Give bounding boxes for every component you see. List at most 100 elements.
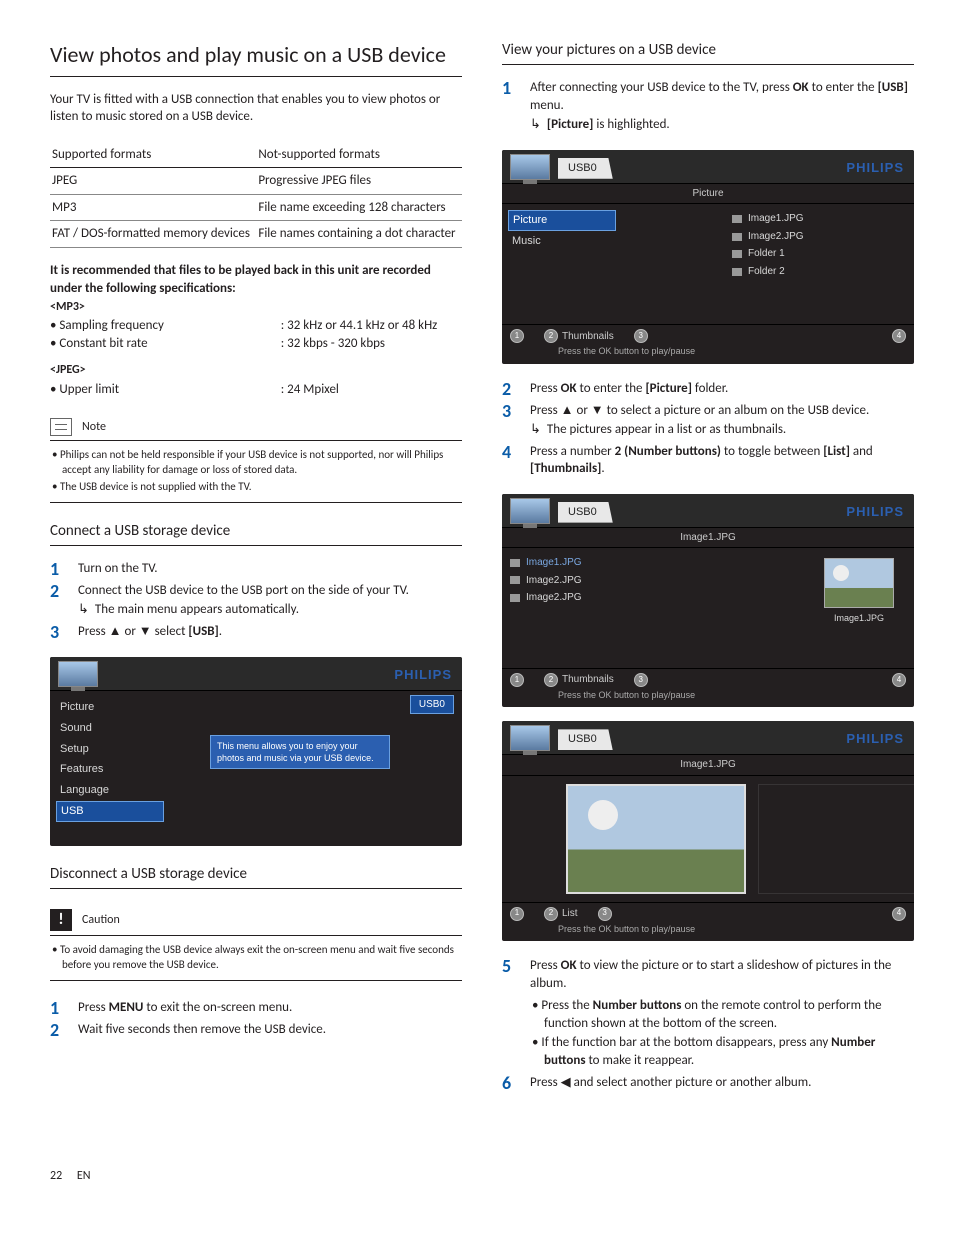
screenshot-image-list: USB0 PHILIPS Image1.JPG Image1.JPG Image…	[502, 494, 914, 708]
color-button-2: 2	[544, 329, 558, 343]
hint-text: Press the OK button to play/pause	[502, 345, 914, 363]
menu-item: Picture	[50, 697, 170, 718]
table-cell: JPEG	[50, 168, 256, 195]
file-icon	[510, 559, 520, 567]
menu-item: Sound	[50, 718, 170, 739]
color-button-4: 4	[892, 329, 906, 343]
breadcrumb-tab: USB0	[558, 158, 613, 179]
breadcrumb-tab: USB0	[558, 729, 613, 750]
step-text: Press ▲ or ▼ to select a picture or an a…	[530, 403, 869, 418]
right-column: View your pictures on a USB device After…	[502, 40, 914, 1108]
step-text: and	[850, 444, 873, 459]
menu-item-selected: Picture	[508, 210, 616, 231]
table-cell: File name exceeding 128 characters	[256, 194, 462, 221]
file-icon	[510, 594, 520, 602]
color-button-1: 1	[510, 907, 524, 921]
view-steps-2: Press OK to enter the [Picture] folder. …	[502, 378, 914, 480]
step-bold: [Picture]	[645, 381, 692, 396]
caution-box: ! Caution To avoid damaging the USB devi…	[50, 905, 462, 981]
note-item: The USB device is not supplied with the …	[52, 479, 460, 496]
note-box: Note Philips can not be held responsible…	[50, 414, 462, 503]
tooltip: This menu allows you to enjoy your photo…	[210, 735, 390, 769]
submenu-item: USB0	[410, 695, 454, 715]
step-text: Press	[78, 1000, 109, 1015]
tv-icon	[510, 154, 550, 180]
image-thumbnail-ghost	[758, 784, 914, 894]
caution-item: To avoid damaging the USB device always …	[52, 942, 460, 974]
color-button-2: 2	[544, 907, 558, 921]
view-pictures-heading: View your pictures on a USB device	[502, 40, 914, 65]
brand-logo: PHILIPS	[846, 503, 904, 521]
step-text: After connecting your USB device to the …	[530, 80, 793, 95]
step-bold: [USB]	[878, 80, 908, 95]
step-text: Press a number	[530, 444, 615, 459]
color-button-3: 3	[634, 329, 648, 343]
disconnect-heading: Disconnect a USB storage device	[50, 864, 462, 889]
color-button-1: 1	[510, 329, 524, 343]
file-icon	[732, 233, 742, 241]
step-result: The main menu appears automatically.	[95, 601, 299, 619]
jpeg-spec-list: Upper limit: 24 Mpixel	[50, 381, 462, 399]
brand-logo: PHILIPS	[846, 159, 904, 177]
left-column: View photos and play music on a USB devi…	[50, 40, 462, 1108]
file-item: Image1.JPG	[748, 212, 804, 226]
step-text: is highlighted.	[593, 117, 669, 132]
main-heading: View photos and play music on a USB devi…	[50, 40, 462, 77]
menu-item-selected: USB	[56, 801, 164, 822]
file-icon	[510, 576, 520, 584]
color-button-2: 2	[544, 673, 558, 687]
step-text: Wait five seconds then remove the USB de…	[78, 1021, 462, 1039]
view-steps-1: After connecting your USB device to the …	[502, 77, 914, 136]
breadcrumb: Picture	[502, 184, 914, 205]
connect-heading: Connect a USB storage device	[50, 521, 462, 546]
formats-table: Supported formats Not-supported formats …	[50, 142, 462, 248]
breadcrumb: Image1.JPG	[502, 755, 914, 776]
button-label: List	[562, 907, 578, 921]
color-button-4: 4	[892, 673, 906, 687]
folder-icon	[732, 250, 742, 258]
screenshot-main-menu: PHILIPS Picture Sound Setup Features Lan…	[50, 657, 462, 846]
step-text: Press ◀ and select another picture or an…	[530, 1074, 914, 1092]
connect-steps: Turn on the TV. Connect the USB device t…	[50, 558, 462, 643]
step-text: to view the picture or to start a slides…	[530, 958, 891, 991]
table-cell: File names containing a dot character	[256, 221, 462, 248]
menu-item: Language	[50, 780, 170, 801]
brand-logo: PHILIPS	[394, 666, 452, 684]
file-item: Folder 2	[748, 265, 785, 279]
step-text: Press	[530, 381, 561, 396]
table-cell: Progressive JPEG files	[256, 168, 462, 195]
brand-logo: PHILIPS	[846, 730, 904, 748]
step-text: to enter the	[577, 381, 646, 396]
table-head-supported: Supported formats	[50, 142, 256, 168]
step-text: to enter the	[809, 80, 878, 95]
mp3-label: <MP3>	[50, 299, 462, 315]
table-cell: FAT / DOS-formatted memory devices	[50, 221, 256, 248]
step-bold: MENU	[109, 1000, 144, 1015]
step-bold: [Thumbnails]	[530, 461, 601, 476]
step-text: Press ▲ or ▼ select	[78, 624, 188, 639]
step-bold: OK	[561, 958, 577, 973]
color-button-4: 4	[892, 907, 906, 921]
tv-icon	[58, 661, 98, 687]
table-cell: MP3	[50, 194, 256, 221]
button-label: Thumbnails	[562, 330, 614, 344]
file-item: Image2.JPG	[748, 230, 804, 244]
spec-val: : 24 Mpixel	[281, 381, 339, 399]
image-thumbnail-large	[566, 784, 746, 894]
file-item-selected: Image1.JPG	[526, 556, 582, 570]
mp3-spec-list: Sampling frequency: 32 kHz or 44.1 kHz o…	[50, 317, 462, 352]
caution-icon: !	[50, 909, 72, 931]
folder-icon	[732, 268, 742, 276]
spec-key: Constant bit rate	[50, 335, 281, 353]
view-steps-3: Press OK to view the picture or to start…	[502, 955, 914, 1094]
note-item: Philips can not be held responsible if y…	[52, 447, 460, 479]
thumbnail-label: Image1.JPG	[810, 612, 908, 624]
step-text: .	[219, 624, 222, 639]
step-bold: OK	[793, 80, 809, 95]
page-number: 22	[50, 1169, 62, 1183]
file-item: Folder 1	[748, 247, 785, 261]
tv-icon	[510, 725, 550, 751]
substep-text: Press the	[541, 998, 592, 1013]
table-head-notsupported: Not-supported formats	[256, 142, 462, 168]
hint-text: Press the OK button to play/pause	[502, 689, 914, 707]
